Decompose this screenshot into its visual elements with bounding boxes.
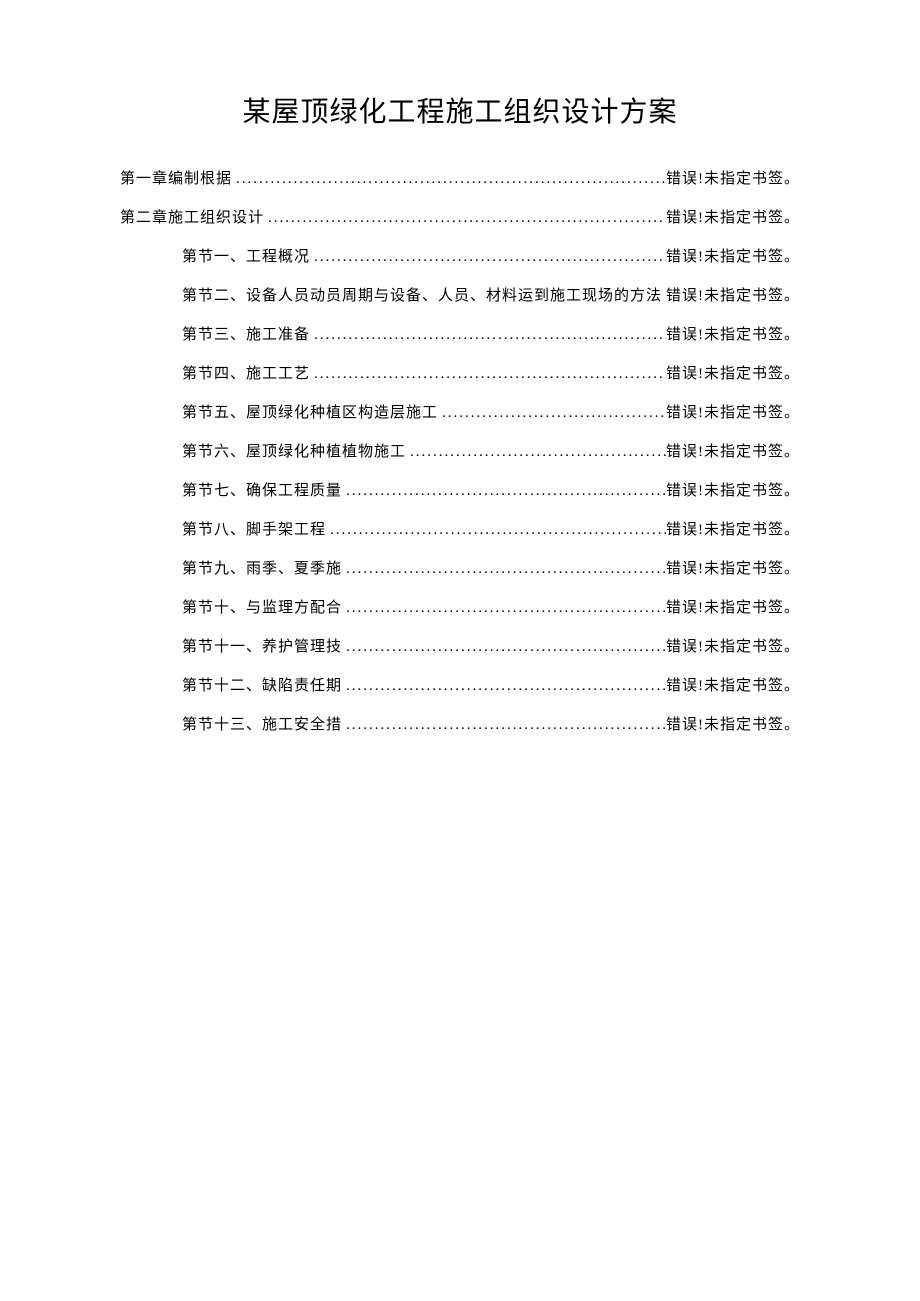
- toc-entry: 第节十一、养护管理技 错误!未指定书签。: [120, 628, 800, 667]
- toc-entry: 第节九、雨季、夏季施 错误!未指定书签。: [120, 550, 800, 589]
- toc-entry-page: 错误!未指定书签。: [666, 550, 800, 589]
- toc-entry: 第二章施工组织设计 错误!未指定书签。: [120, 199, 800, 238]
- toc-leader-dots: [342, 706, 666, 745]
- toc-entry-page: 错误!未指定书签。: [666, 394, 800, 433]
- toc-entry-label: 第节五、屋顶绿化种植区构造层施工: [182, 394, 438, 433]
- toc-entry: 第节三、施工准备 错误!未指定书签。: [120, 316, 800, 355]
- toc-leader-dots: [310, 316, 666, 355]
- toc-entry: 第节二、设备人员动员周期与设备、人员、材料运到施工现场的方法错误!未指定书签。: [120, 277, 800, 316]
- toc-entry-label: 第节九、雨季、夏季施: [182, 550, 342, 589]
- toc-entry-page: 错误!未指定书签。: [666, 628, 800, 667]
- toc-entry: 第节六、屋顶绿化种植植物施工 错误!未指定书签。: [120, 433, 800, 472]
- toc-entry-page: 错误!未指定书签。: [666, 706, 800, 745]
- toc-entry: 第节五、屋顶绿化种植区构造层施工 错误!未指定书签。: [120, 394, 800, 433]
- toc-entry-label: 第节六、屋顶绿化种植植物施工: [182, 433, 406, 472]
- toc-entry-page: 错误!未指定书签。: [666, 199, 800, 238]
- toc-entry-label: 第节一、工程概况: [182, 238, 310, 277]
- toc-leader-dots: [264, 199, 666, 238]
- toc-leader-dots: [342, 667, 666, 706]
- toc-leader-dots: [232, 160, 666, 199]
- toc-entry-label: 第节四、施工工艺: [182, 355, 310, 394]
- toc-entry: 第节四、施工工艺 错误!未指定书签。: [120, 355, 800, 394]
- toc-entry: 第节十三、施工安全措 错误!未指定书签。: [120, 706, 800, 745]
- toc-entry-page: 错误!未指定书签。: [666, 238, 800, 277]
- toc-leader-dots: [342, 472, 666, 511]
- toc-entry-label: 第节二、设备人员动员周期与设备、人员、材料运到施工现场的方法: [182, 277, 666, 316]
- toc-entry-label: 第节十、与监理方配合: [182, 589, 342, 628]
- toc-leader-dots: [342, 589, 666, 628]
- toc-entry-page: 错误!未指定书签。: [666, 511, 800, 550]
- document-title: 某屋顶绿化工程施工组织设计方案: [120, 90, 800, 130]
- toc-entry-label: 第节十一、养护管理技: [182, 628, 342, 667]
- toc-leader-dots: [342, 628, 666, 667]
- toc-entry-page: 错误!未指定书签。: [666, 667, 800, 706]
- toc-leader-dots: [342, 550, 666, 589]
- toc-entry: 第一章编制根据 错误!未指定书签。: [120, 160, 800, 199]
- toc-leader-dots: [310, 355, 666, 394]
- toc-entry-page: 错误!未指定书签。: [666, 355, 800, 394]
- toc-entry-page: 错误!未指定书签。: [666, 316, 800, 355]
- toc-entry-page: 错误!未指定书签。: [666, 277, 800, 316]
- toc-leader-dots: [310, 238, 666, 277]
- toc-entry-page: 错误!未指定书签。: [666, 589, 800, 628]
- toc-entry-label: 第一章编制根据: [120, 160, 232, 199]
- toc-entry-label: 第节十二、缺陷责任期: [182, 667, 342, 706]
- toc-entry-label: 第节三、施工准备: [182, 316, 310, 355]
- toc-entry: 第节八、脚手架工程 错误!未指定书签。: [120, 511, 800, 550]
- toc-entry-label: 第节八、脚手架工程: [182, 511, 326, 550]
- toc-entry-label: 第节七、确保工程质量: [182, 472, 342, 511]
- toc-entry-label: 第节十三、施工安全措: [182, 706, 342, 745]
- toc-entry: 第节一、工程概况 错误!未指定书签。: [120, 238, 800, 277]
- toc-entry: 第节十、与监理方配合 错误!未指定书签。: [120, 589, 800, 628]
- table-of-contents: 第一章编制根据错误!未指定书签。第二章施工组织设计错误!未指定书签。第节一、工程…: [120, 160, 800, 745]
- toc-entry-page: 错误!未指定书签。: [666, 160, 800, 199]
- toc-leader-dots: [438, 394, 666, 433]
- toc-entry: 第节七、确保工程质量 错误!未指定书签。: [120, 472, 800, 511]
- toc-leader-dots: [406, 433, 666, 472]
- toc-leader-dots: [326, 511, 666, 550]
- toc-entry-label: 第二章施工组织设计: [120, 199, 264, 238]
- toc-entry: 第节十二、缺陷责任期 错误!未指定书签。: [120, 667, 800, 706]
- toc-entry-page: 错误!未指定书签。: [666, 472, 800, 511]
- toc-entry-page: 错误!未指定书签。: [666, 433, 800, 472]
